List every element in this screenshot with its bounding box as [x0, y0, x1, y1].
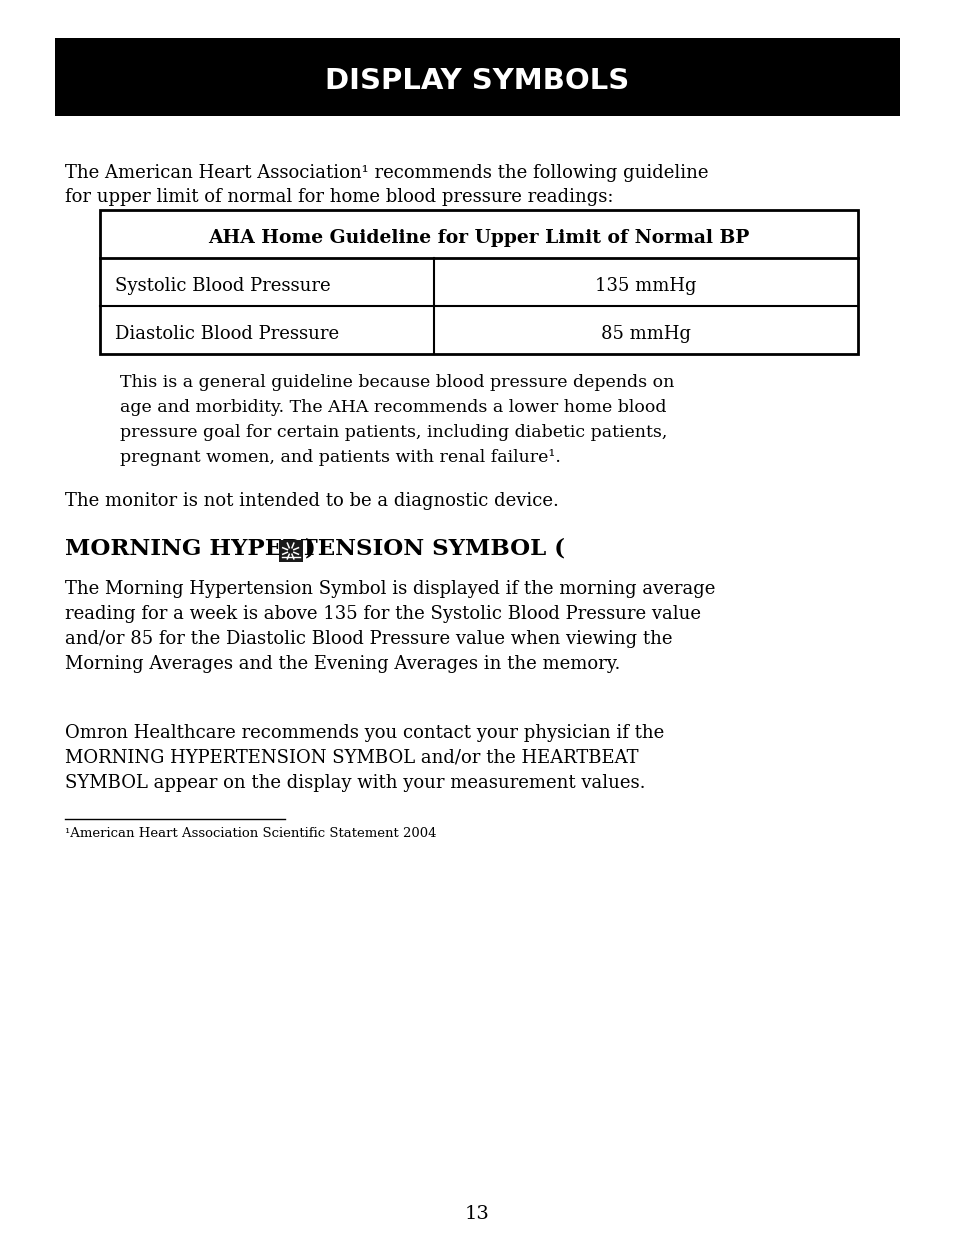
FancyBboxPatch shape	[278, 540, 302, 561]
Text: Systolic Blood Pressure: Systolic Blood Pressure	[115, 277, 331, 296]
Text: ¹American Heart Association Scientific Statement 2004: ¹American Heart Association Scientific S…	[65, 827, 436, 840]
Text: AHA Home Guideline for Upper Limit of Normal BP: AHA Home Guideline for Upper Limit of No…	[208, 229, 749, 247]
Text: pressure goal for certain patients, including diabetic patients,: pressure goal for certain patients, incl…	[120, 424, 667, 441]
Text: and/or 85 for the Diastolic Blood Pressure value when viewing the: and/or 85 for the Diastolic Blood Pressu…	[65, 630, 672, 648]
Text: MORNING HYPERTENSION SYMBOL and/or the HEARTBEAT: MORNING HYPERTENSION SYMBOL and/or the H…	[65, 749, 638, 768]
Text: 85 mmHg: 85 mmHg	[600, 325, 690, 343]
Text: This is a general guideline because blood pressure depends on: This is a general guideline because bloo…	[120, 374, 674, 391]
FancyBboxPatch shape	[100, 210, 857, 354]
Text: MORNING HYPERTENSION SYMBOL (: MORNING HYPERTENSION SYMBOL (	[65, 538, 564, 560]
Text: The monitor is not intended to be a diagnostic device.: The monitor is not intended to be a diag…	[65, 492, 558, 510]
Text: Omron Healthcare recommends you contact your physician if the: Omron Healthcare recommends you contact …	[65, 724, 663, 741]
Text: Morning Averages and the Evening Averages in the memory.: Morning Averages and the Evening Average…	[65, 655, 619, 673]
Text: SYMBOL appear on the display with your measurement values.: SYMBOL appear on the display with your m…	[65, 774, 645, 792]
Text: Diastolic Blood Pressure: Diastolic Blood Pressure	[115, 325, 338, 343]
Text: 13: 13	[464, 1205, 489, 1223]
Text: ): )	[304, 538, 315, 560]
Text: DISPLAY SYMBOLS: DISPLAY SYMBOLS	[325, 67, 629, 94]
Text: The American Heart Association¹ recommends the following guideline: The American Heart Association¹ recommen…	[65, 164, 708, 183]
Text: for upper limit of normal for home blood pressure readings:: for upper limit of normal for home blood…	[65, 188, 613, 206]
Text: reading for a week is above 135 for the Systolic Blood Pressure value: reading for a week is above 135 for the …	[65, 605, 700, 623]
Text: 135 mmHg: 135 mmHg	[595, 277, 696, 296]
Text: pregnant women, and patients with renal failure¹.: pregnant women, and patients with renal …	[120, 450, 560, 466]
FancyBboxPatch shape	[55, 39, 899, 116]
Text: age and morbidity. The AHA recommends a lower home blood: age and morbidity. The AHA recommends a …	[120, 399, 666, 416]
Text: The Morning Hypertension Symbol is displayed if the morning average: The Morning Hypertension Symbol is displ…	[65, 580, 715, 597]
